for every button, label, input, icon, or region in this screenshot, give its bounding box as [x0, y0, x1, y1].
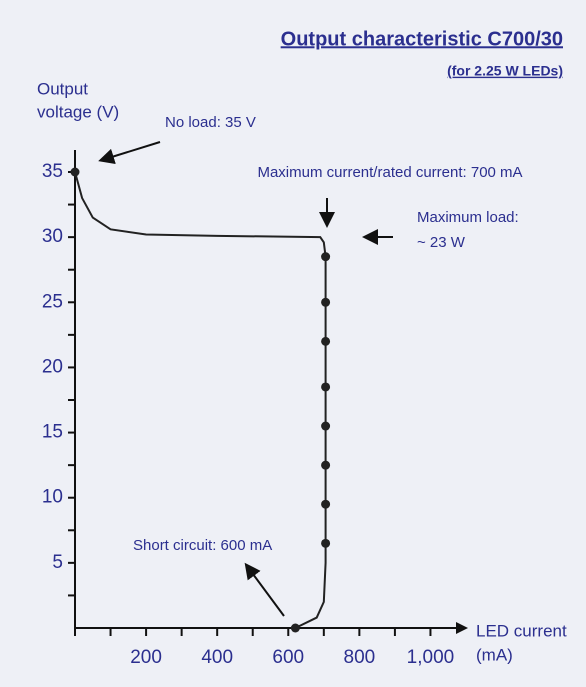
point	[290, 623, 300, 633]
point	[70, 167, 80, 177]
annotation: No load: 35 V	[165, 114, 256, 131]
x-axis-label: LED current	[476, 621, 567, 640]
y-tick-label: 25	[42, 291, 63, 312]
point	[321, 336, 331, 346]
y-tick-label: 30	[42, 226, 63, 247]
x-tick-label: 800	[344, 647, 376, 668]
point	[321, 460, 331, 470]
annotation-arrows	[98, 141, 393, 617]
point	[321, 421, 331, 431]
x-axis-arrow	[456, 622, 468, 634]
x-tick-label: 600	[272, 647, 304, 668]
x-tick-label: 1,000	[407, 647, 455, 668]
point	[321, 382, 331, 392]
point	[321, 252, 331, 262]
y-axis-label: Output	[37, 79, 88, 98]
y-tick-label: 5	[52, 552, 63, 573]
annotation: Short circuit: 600 mA	[133, 537, 272, 554]
chart-title: Output characteristic C700/30	[281, 28, 563, 50]
chart-subtitle: (for 2.25 W LEDs)	[447, 63, 563, 79]
point	[321, 297, 331, 307]
point	[321, 499, 331, 509]
x-tick-label: 400	[201, 647, 233, 668]
x-axis-label: (mA)	[476, 645, 513, 664]
y-axis-label: voltage (V)	[37, 102, 119, 121]
x-tick-label: 200	[130, 647, 162, 668]
arrow	[98, 141, 161, 165]
y-tick-label: 10	[42, 487, 63, 508]
curve	[74, 171, 327, 629]
annotation: ~ 23 W	[417, 234, 466, 251]
y-tick-label: 20	[42, 356, 63, 377]
y-tick-label: 15	[42, 422, 63, 443]
annotation: Maximum load:	[417, 209, 519, 226]
annotation: Maximum current/rated current: 700 mA	[257, 164, 522, 181]
point	[321, 538, 331, 548]
arrow	[244, 562, 285, 617]
y-tick-label: 35	[42, 161, 63, 182]
